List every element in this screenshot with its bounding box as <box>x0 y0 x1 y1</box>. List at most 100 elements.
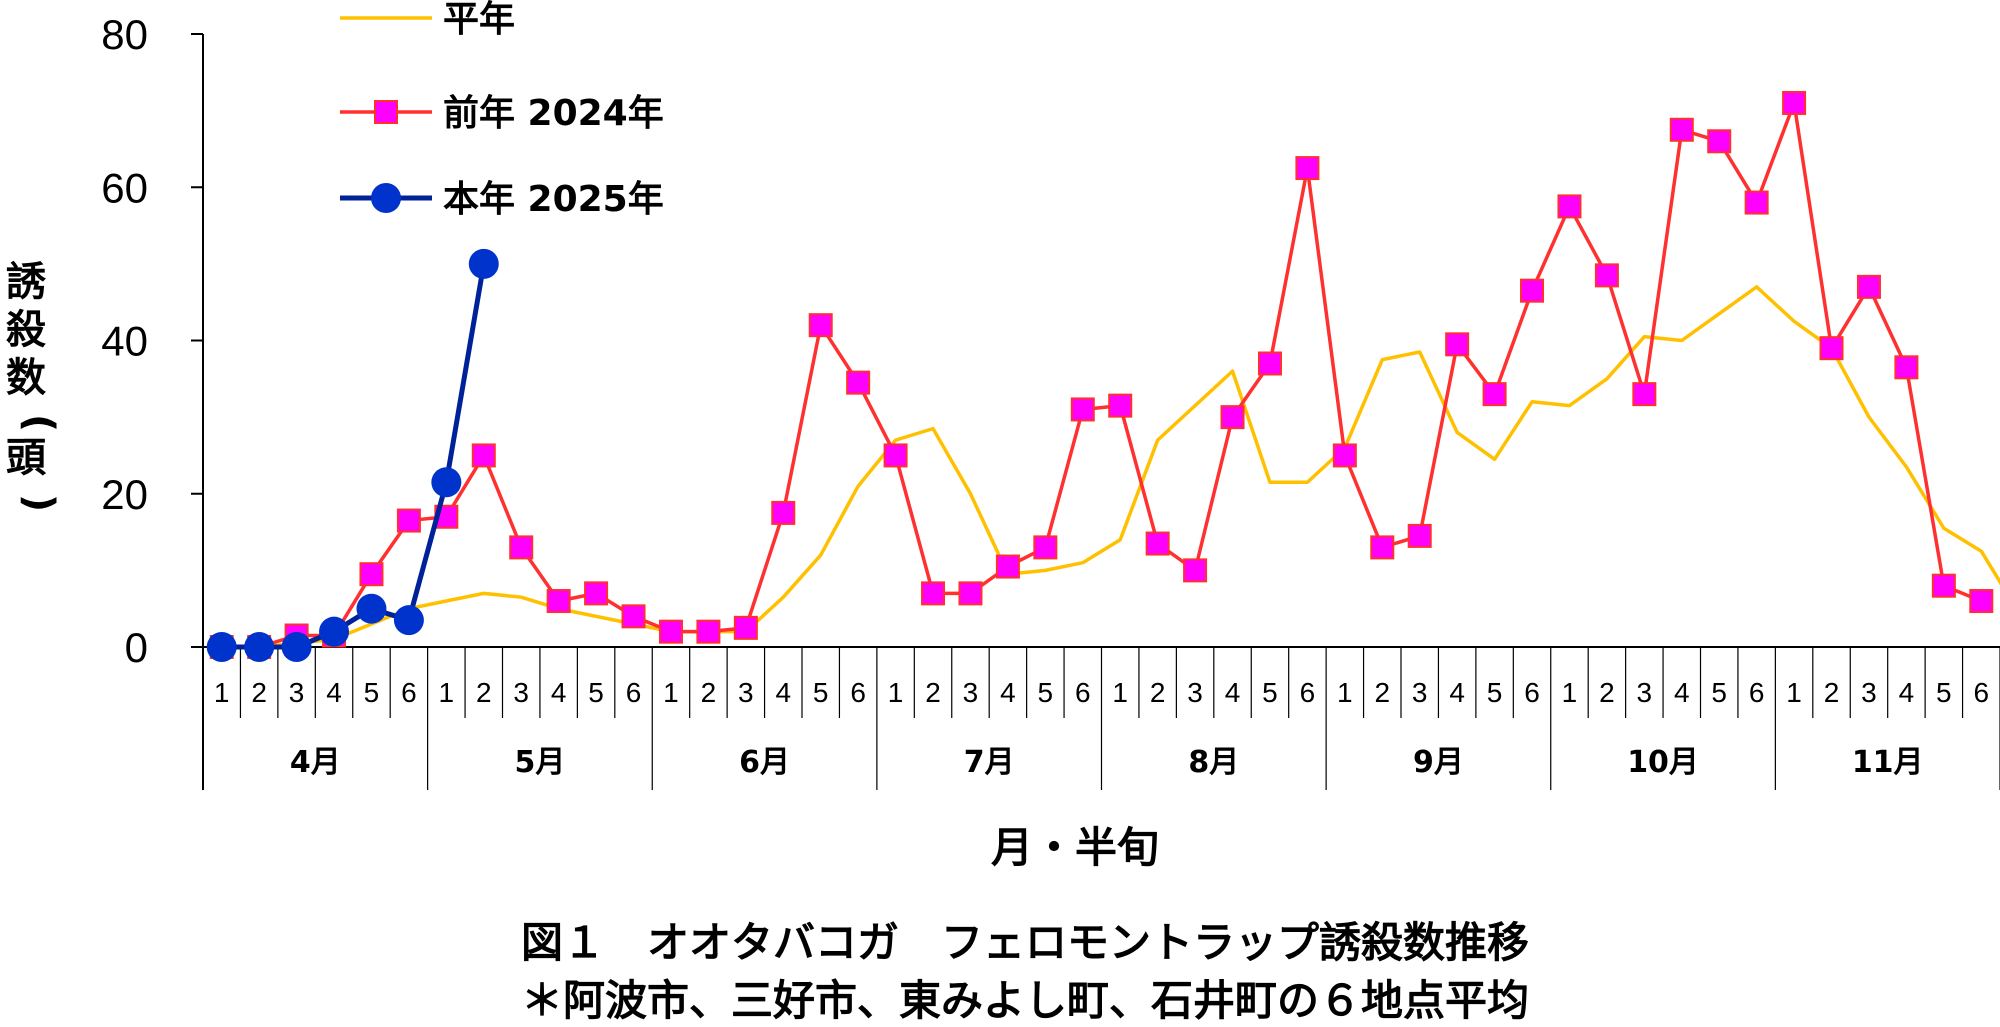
x-axis-label: 月・半旬 <box>991 823 1159 872</box>
x-tick-label: 4 <box>1449 677 1465 708</box>
data-point-prev-year-2024 <box>546 589 571 614</box>
data-point-prev-year-2024 <box>995 554 1020 579</box>
x-tick-label: 5 <box>1487 677 1503 708</box>
x-tick-label: 2 <box>1374 677 1390 708</box>
x-tick-label: 1 <box>1337 677 1353 708</box>
data-point-prev-year-2024 <box>846 370 871 395</box>
x-tick-label: 1 <box>1112 677 1128 708</box>
data-point-prev-year-2024 <box>1445 332 1470 357</box>
chart-subtitle: ＊阿波市、三好市、東みよし町、石井町の６地点平均 <box>521 976 1529 1025</box>
legend-label-normal-year: 平年 <box>443 0 515 40</box>
data-point-prev-year-2024 <box>696 619 721 644</box>
data-point-prev-year-2024 <box>1931 573 1956 598</box>
data-point-prev-year-2024 <box>1295 156 1320 181</box>
data-point-prev-year-2024 <box>584 581 609 606</box>
x-tick-label: 6 <box>1973 677 1989 708</box>
x-tick-label: 6 <box>1524 677 1540 708</box>
x-tick-label: 6 <box>1300 677 1316 708</box>
x-tick-label: 4 <box>775 677 791 708</box>
x-tick-label: 1 <box>439 677 455 708</box>
x-tick-label: 3 <box>1187 677 1203 708</box>
month-label: 10月 <box>1627 745 1699 780</box>
x-tick-label: 5 <box>813 677 829 708</box>
data-point-prev-year-2024 <box>1108 393 1133 418</box>
data-point-prev-year-2024 <box>1257 351 1282 376</box>
x-tick-label: 5 <box>364 677 380 708</box>
y-axis-label-char: 誘 <box>6 259 46 305</box>
data-point-this-year-2025 <box>468 248 499 279</box>
y-axis-label-char: ) <box>16 494 62 512</box>
x-tick-label: 4 <box>1000 677 1016 708</box>
data-point-prev-year-2024 <box>883 443 908 468</box>
data-point-this-year-2025 <box>281 632 312 662</box>
y-axis-label-char: 頭 <box>6 435 47 481</box>
x-tick-label: 4 <box>1899 677 1915 708</box>
x-tick-label: 6 <box>850 677 866 708</box>
series-line-normal-year <box>221 285 2000 649</box>
x-tick-label: 5 <box>1038 677 1054 708</box>
data-point-this-year-2025 <box>393 605 424 636</box>
month-label: 9月 <box>1413 745 1464 780</box>
data-point-prev-year-2024 <box>1183 558 1208 583</box>
x-tick-label: 3 <box>738 677 754 708</box>
plot-area <box>206 90 2000 662</box>
y-tick-label: 20 <box>101 471 148 518</box>
data-point-prev-year-2024 <box>1332 443 1357 468</box>
x-tick-label: 2 <box>1150 677 1166 708</box>
month-label: 7月 <box>964 745 1015 780</box>
data-point-prev-year-2024 <box>621 604 646 629</box>
x-tick-label: 4 <box>326 677 342 708</box>
data-point-prev-year-2024 <box>509 535 534 560</box>
data-point-prev-year-2024 <box>1969 589 1994 614</box>
x-tick-label: 6 <box>401 677 417 708</box>
month-label: 4月 <box>290 745 341 780</box>
data-point-prev-year-2024 <box>1033 535 1058 560</box>
y-tick-label: 80 <box>101 11 148 58</box>
x-tick-label: 2 <box>251 677 267 708</box>
data-point-prev-year-2024 <box>471 443 496 468</box>
y-axis-ticks: 0 20 40 60 80 <box>101 11 203 671</box>
x-tick-label: 2 <box>925 677 941 708</box>
month-label: 6月 <box>739 745 790 780</box>
x-tick-label: 2 <box>1824 677 1840 708</box>
data-point-prev-year-2024 <box>733 615 758 640</box>
month-label: 5月 <box>515 745 566 780</box>
data-point-prev-year-2024 <box>359 562 384 587</box>
x-tick-label: 5 <box>1262 677 1278 708</box>
y-tick-label: 40 <box>101 318 148 365</box>
x-tick-label: 4 <box>1225 677 1241 708</box>
y-axis-label-char: 数 <box>6 355 46 401</box>
data-point-prev-year-2024 <box>1370 535 1395 560</box>
data-point-prev-year-2024 <box>1632 382 1657 407</box>
y-axis-label: 誘殺数 (頭) <box>6 259 62 512</box>
x-tick-label: 4 <box>1674 677 1690 708</box>
x-tick-label: 3 <box>1412 677 1428 708</box>
x-tick-label: 5 <box>588 677 604 708</box>
data-point-this-year-2025 <box>319 616 350 647</box>
x-tick-label: 3 <box>1861 677 1877 708</box>
x-tick-label: 2 <box>1599 677 1615 708</box>
x-tick-label: 1 <box>1562 677 1578 708</box>
series-line-this-year-2025 <box>221 263 487 650</box>
y-tick-label: 60 <box>101 164 148 211</box>
data-point-prev-year-2024 <box>808 313 833 338</box>
data-point-prev-year-2024 <box>1856 274 1881 299</box>
data-point-prev-year-2024 <box>1594 263 1619 288</box>
data-point-prev-year-2024 <box>1782 90 1807 115</box>
data-point-prev-year-2024 <box>1894 355 1919 380</box>
data-point-prev-year-2024 <box>1145 531 1170 556</box>
y-tick-label: 0 <box>125 624 148 671</box>
data-point-prev-year-2024 <box>1220 405 1245 430</box>
data-point-prev-year-2024 <box>921 581 946 606</box>
x-tick-label: 1 <box>214 677 230 708</box>
x-tick-label: 2 <box>701 677 717 708</box>
data-point-prev-year-2024 <box>1707 129 1732 154</box>
x-tick-label: 1 <box>1786 677 1802 708</box>
chart-title: 図１ オオタバコガ フェロモントラップ誘殺数推移 <box>521 918 1529 967</box>
x-tick-label: 1 <box>888 677 904 708</box>
y-axis-label-char: 殺 <box>6 307 46 353</box>
data-point-prev-year-2024 <box>771 500 796 525</box>
x-tick-label: 3 <box>1637 677 1653 708</box>
data-point-this-year-2025 <box>244 632 275 662</box>
